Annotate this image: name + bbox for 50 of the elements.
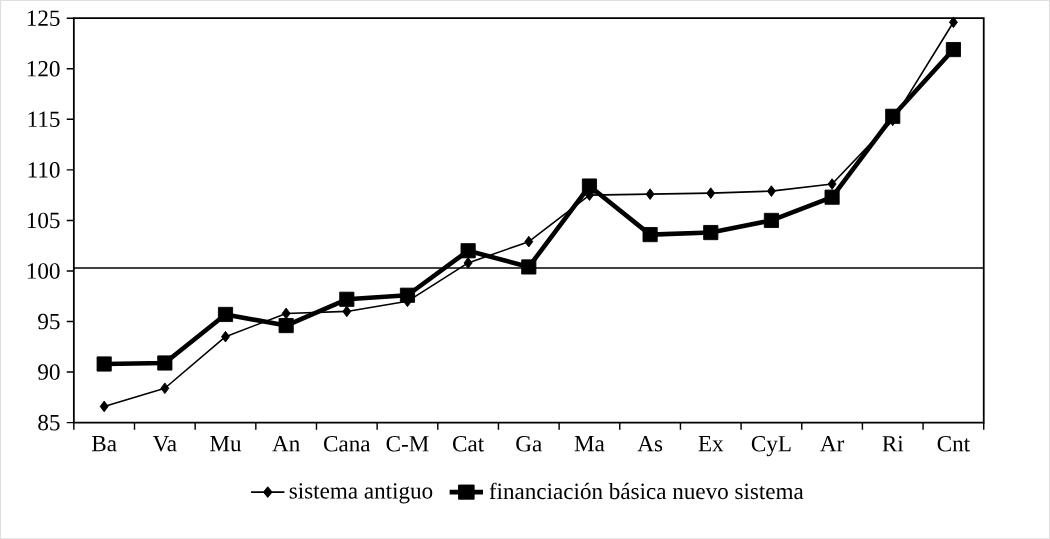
- y-tick-label: 120: [27, 60, 60, 77]
- y-tick-label: 115: [28, 111, 60, 127]
- x-tick-label: Cat: [453, 435, 485, 452]
- point: [339, 291, 355, 307]
- point: [160, 382, 170, 394]
- point: [642, 226, 658, 242]
- x-tick-label: Ex: [698, 435, 724, 451]
- point: [827, 178, 837, 190]
- point: [342, 305, 352, 317]
- y-tick-label: 110: [28, 161, 60, 178]
- point: [217, 306, 234, 322]
- point: [524, 235, 534, 248]
- x-tick-label: Ga: [516, 435, 542, 452]
- legend-label: sistema antiguo: [289, 482, 433, 504]
- y-tick-label: 85: [38, 414, 60, 431]
- x-tick-label: Ma: [574, 435, 605, 452]
- point: [521, 259, 537, 275]
- point: [645, 188, 655, 200]
- point: [766, 185, 776, 197]
- point: [157, 355, 173, 371]
- y-tick-label: 100: [27, 262, 60, 279]
- point: [703, 224, 719, 240]
- point: [96, 356, 112, 372]
- point: [460, 243, 476, 259]
- x-tick-label: CyL: [751, 435, 791, 457]
- x-tick-label: Va: [152, 435, 177, 452]
- x-tick-label: Cana: [324, 435, 371, 452]
- point: [99, 400, 109, 413]
- point: [763, 212, 779, 228]
- point: [278, 317, 294, 333]
- point: [463, 256, 473, 269]
- y-tick-label: 90: [38, 364, 60, 380]
- x-tick-label: Ba: [92, 435, 117, 452]
- point: [281, 307, 291, 320]
- legend-label: financiación básica nuevo sistema: [489, 482, 804, 499]
- x-tick-label: Cnt: [937, 435, 970, 452]
- point: [706, 187, 716, 199]
- x-tick-label: Ar: [820, 435, 845, 452]
- y-tick-label: 105: [27, 212, 60, 229]
- x-tick-label: C-M: [386, 435, 429, 452]
- x-tick-label: An: [272, 435, 300, 452]
- x-tick-label: As: [637, 435, 663, 452]
- point: [945, 41, 961, 57]
- point: [948, 16, 958, 28]
- x-tick-label: Mu: [210, 435, 242, 452]
- y-tick-label: 125: [27, 10, 60, 26]
- point: [824, 189, 840, 205]
- point: [581, 178, 598, 194]
- y-tick-label: 95: [38, 313, 60, 330]
- x-tick-label: Ri: [882, 435, 904, 452]
